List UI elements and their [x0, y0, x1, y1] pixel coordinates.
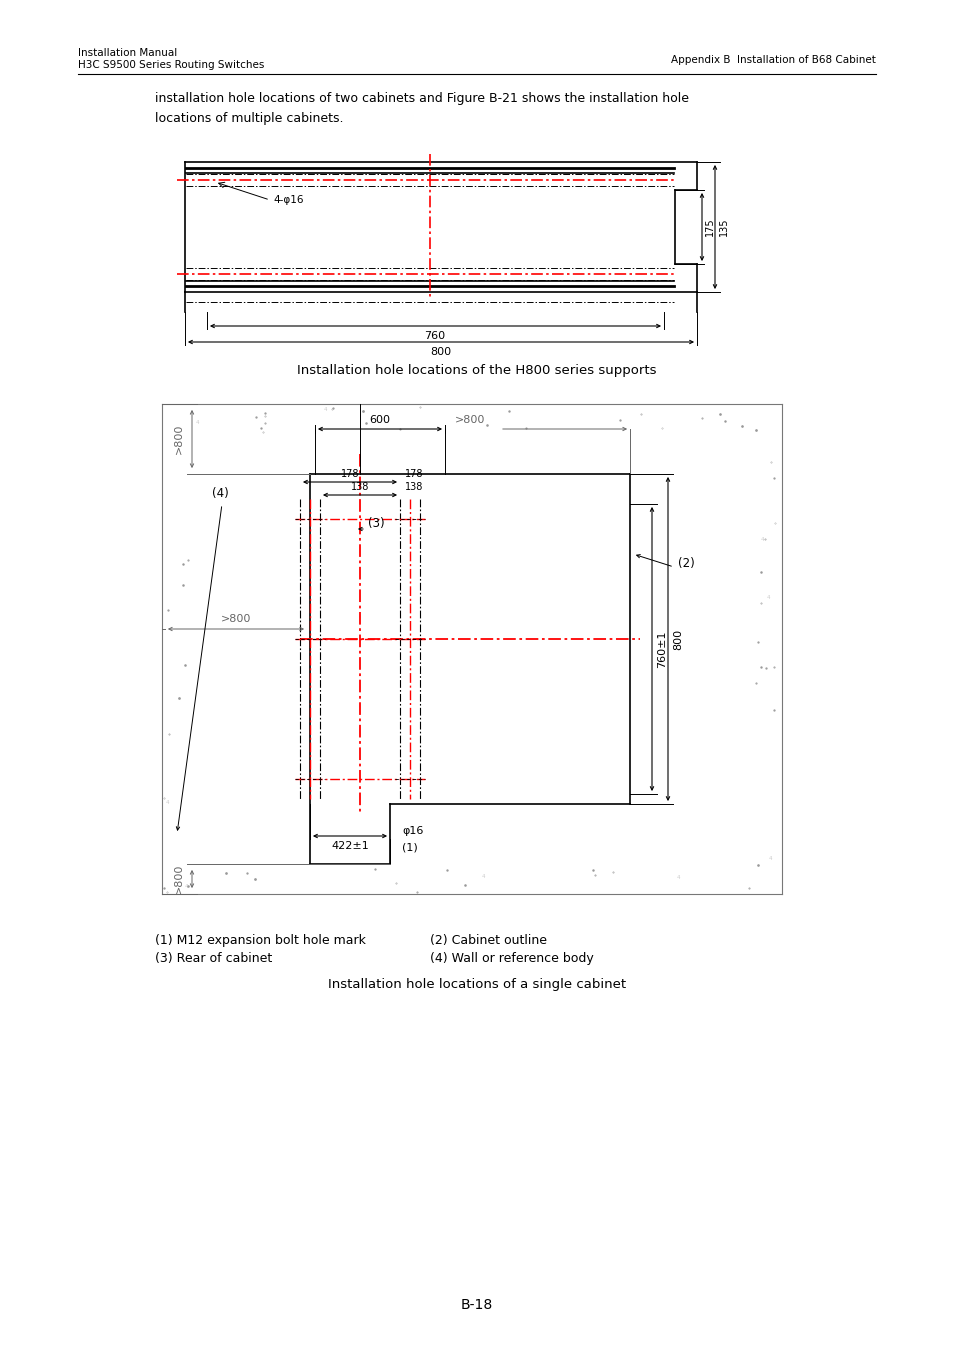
Text: (3) Rear of cabinet: (3) Rear of cabinet	[154, 952, 272, 965]
Text: 760±1: 760±1	[657, 630, 666, 668]
Text: 800: 800	[672, 629, 682, 649]
Text: 175: 175	[704, 217, 714, 236]
Text: 4: 4	[760, 537, 763, 543]
Text: 4: 4	[323, 408, 327, 412]
Text: 4: 4	[765, 595, 769, 601]
Text: 178: 178	[405, 468, 423, 479]
Text: 4: 4	[184, 884, 188, 890]
Text: (2): (2)	[678, 558, 694, 571]
Text: (3): (3)	[368, 517, 384, 531]
Text: 4: 4	[767, 856, 771, 861]
Text: 4: 4	[481, 873, 484, 879]
Text: φ16: φ16	[401, 826, 423, 836]
Text: 600: 600	[369, 414, 390, 425]
Text: (4): (4)	[212, 487, 228, 501]
Text: 4: 4	[676, 875, 679, 880]
Text: >800: >800	[220, 614, 251, 624]
Text: 4: 4	[165, 799, 169, 805]
Text: >800: >800	[173, 424, 184, 454]
Text: 800: 800	[430, 347, 451, 356]
Text: 178: 178	[340, 468, 359, 479]
Text: 138: 138	[351, 482, 369, 491]
Text: Installation hole locations of the H800 series supports: Installation hole locations of the H800 …	[297, 364, 656, 377]
Text: 138: 138	[405, 482, 423, 491]
Text: >800: >800	[455, 414, 485, 425]
Text: B-18: B-18	[460, 1297, 493, 1312]
Text: (4) Wall or reference body: (4) Wall or reference body	[430, 952, 593, 965]
Text: (1): (1)	[401, 842, 417, 852]
Text: Appendix B  Installation of B68 Cabinet: Appendix B Installation of B68 Cabinet	[670, 55, 875, 65]
Text: (2) Cabinet outline: (2) Cabinet outline	[430, 934, 546, 946]
Text: Installation hole locations of a single cabinet: Installation hole locations of a single …	[328, 977, 625, 991]
Text: installation hole locations of two cabinets and Figure B-21 shows the installati: installation hole locations of two cabin…	[154, 92, 688, 126]
Text: 4-φ16: 4-φ16	[273, 194, 303, 205]
Text: (1) M12 expansion bolt hole mark: (1) M12 expansion bolt hole mark	[154, 934, 366, 946]
Text: 4: 4	[195, 420, 199, 425]
Text: Installation Manual
H3C S9500 Series Routing Switches: Installation Manual H3C S9500 Series Rou…	[78, 49, 264, 70]
Text: 135: 135	[719, 217, 728, 236]
Text: >800: >800	[173, 864, 184, 894]
Text: 760: 760	[424, 331, 445, 342]
Text: 422±1: 422±1	[331, 841, 369, 850]
